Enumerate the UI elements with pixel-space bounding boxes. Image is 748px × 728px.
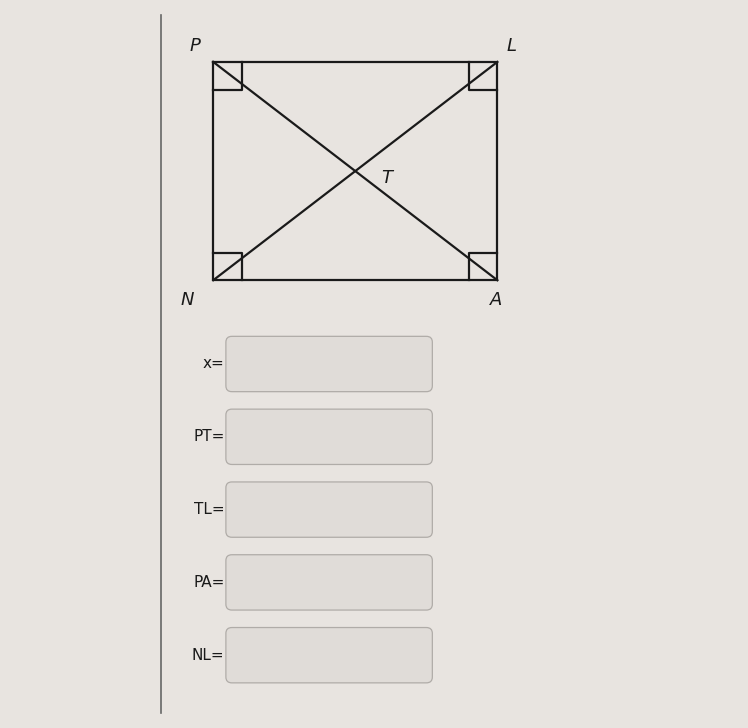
Text: A: A [490, 291, 503, 309]
Text: NL=: NL= [191, 648, 224, 662]
Text: TL=: TL= [194, 502, 224, 517]
Text: L: L [506, 36, 516, 55]
Text: N: N [181, 291, 194, 309]
Text: x=: x= [203, 357, 224, 371]
Text: T: T [381, 170, 393, 187]
FancyBboxPatch shape [226, 628, 432, 683]
FancyBboxPatch shape [226, 555, 432, 610]
FancyBboxPatch shape [226, 482, 432, 537]
FancyBboxPatch shape [226, 336, 432, 392]
Text: PA=: PA= [193, 575, 224, 590]
Text: P: P [189, 36, 200, 55]
Text: PT=: PT= [193, 430, 224, 444]
FancyBboxPatch shape [226, 409, 432, 464]
